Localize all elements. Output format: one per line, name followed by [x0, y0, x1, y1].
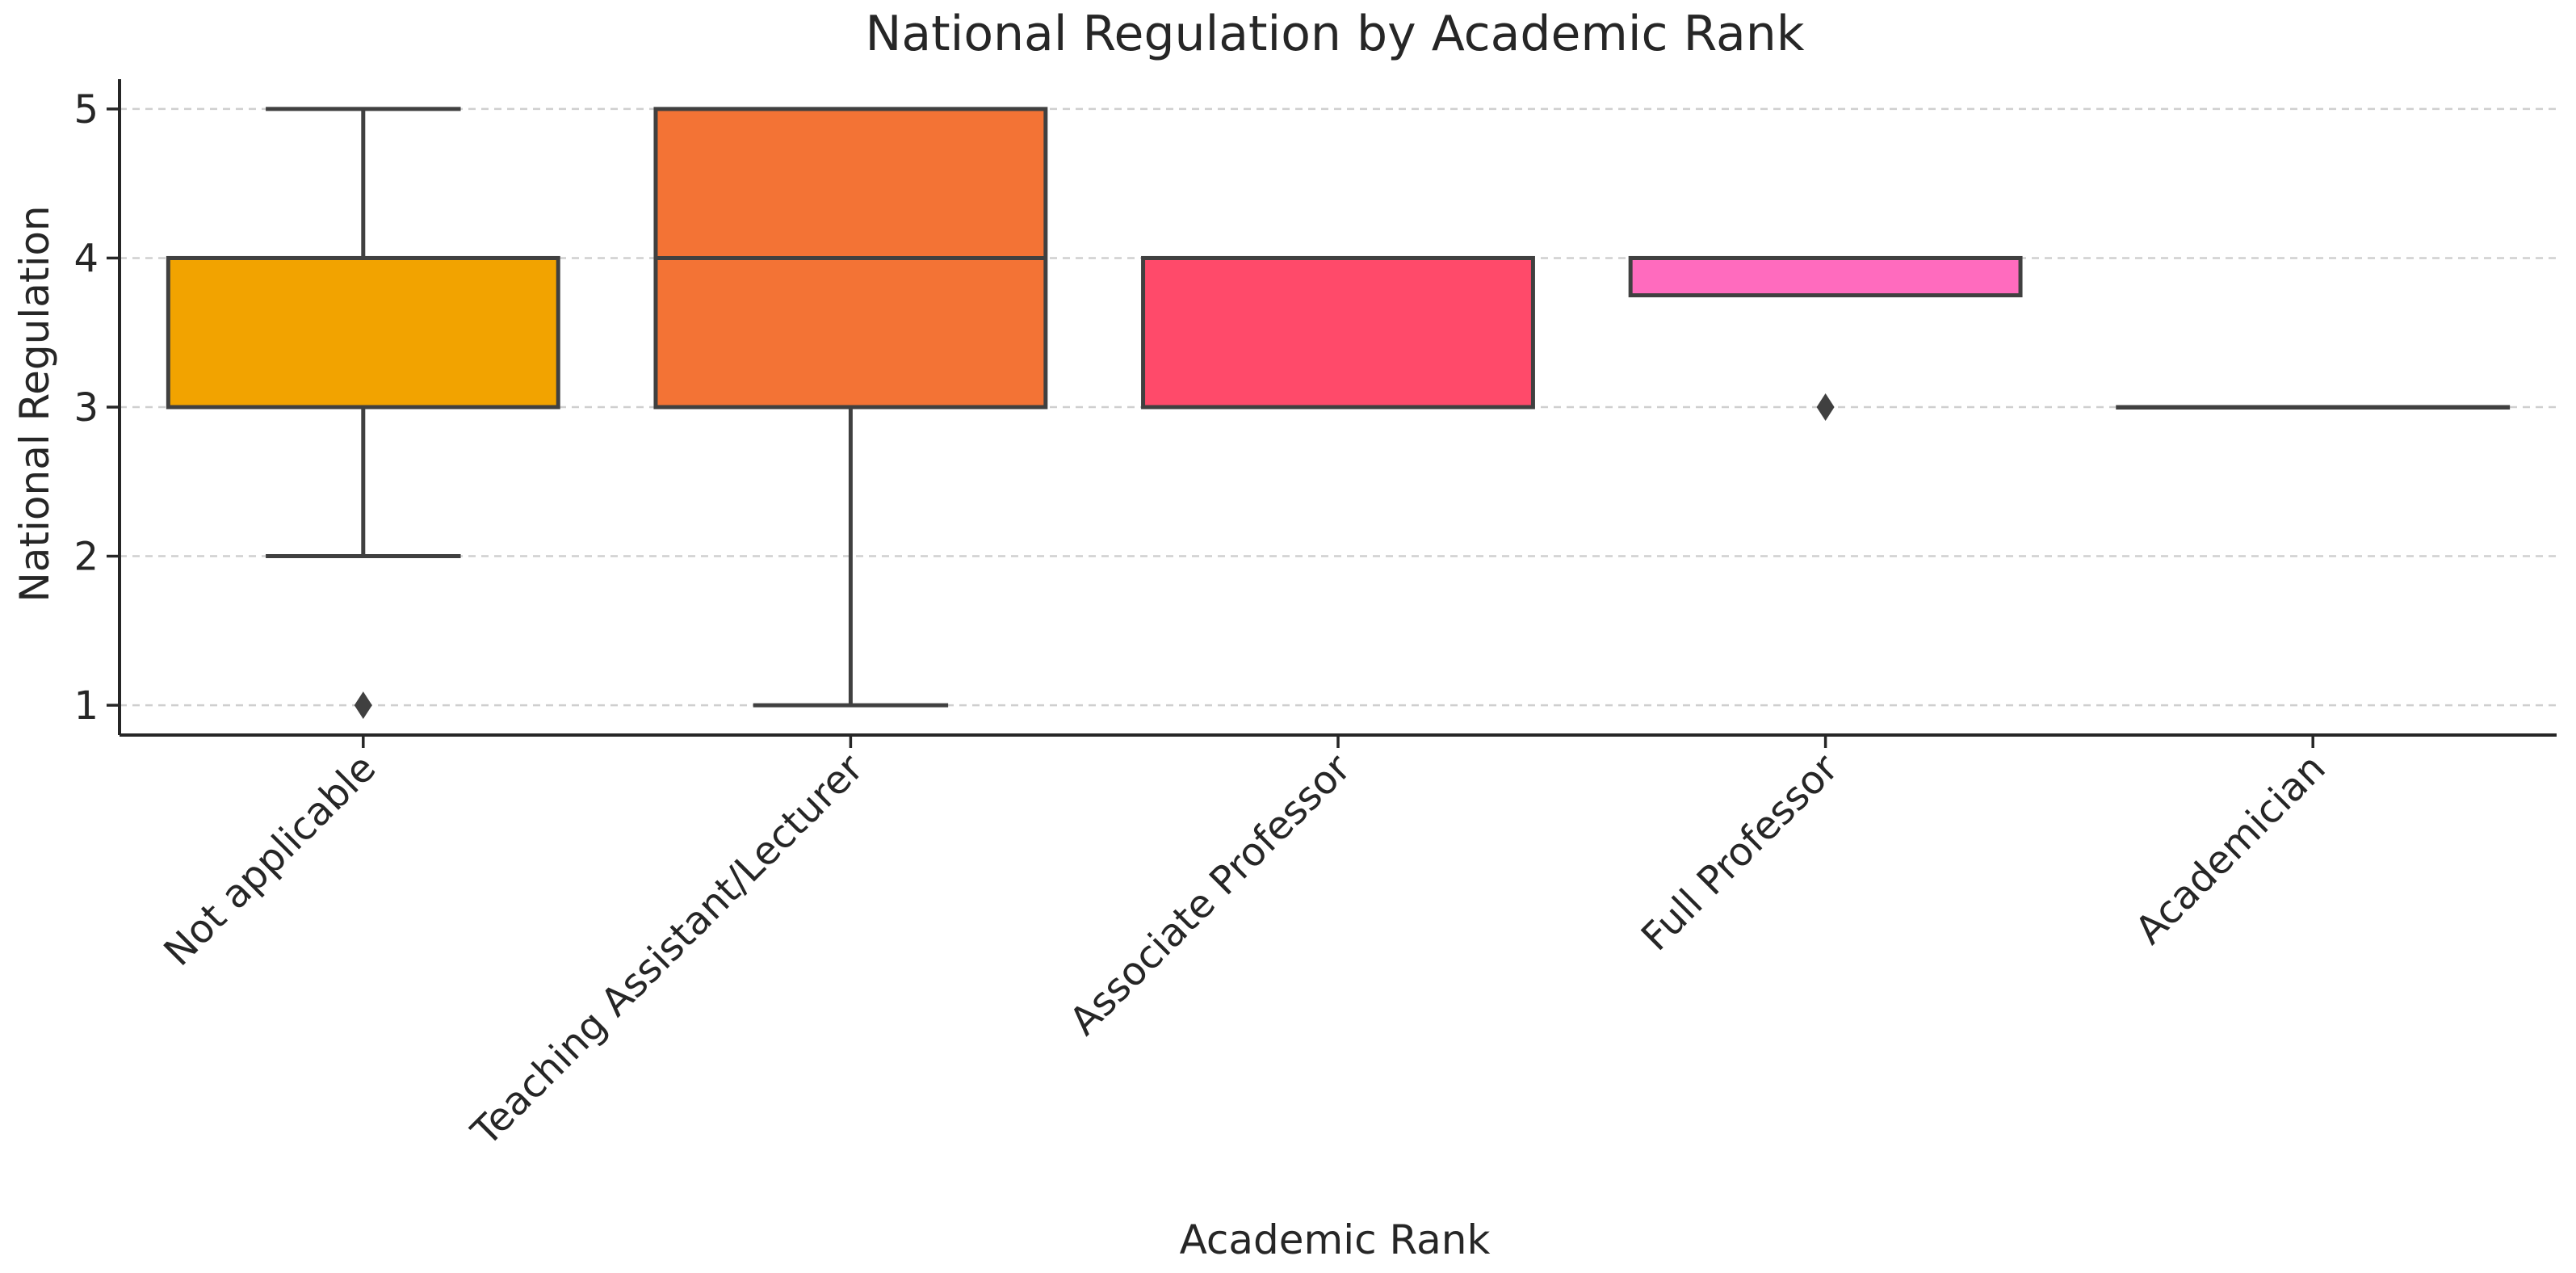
- boxes: [166, 107, 2511, 720]
- outlier-point: [354, 691, 372, 720]
- outlier-point: [1816, 393, 1835, 421]
- box-group: [166, 107, 560, 720]
- y-tick-label: 1: [73, 683, 99, 729]
- box-group: [653, 107, 1048, 708]
- iqr-box: [1141, 255, 1535, 410]
- x-tick-label: Teaching Assistant/Lecturer: [463, 746, 872, 1155]
- iqr-box: [1628, 255, 2023, 298]
- x-tick-label: Academician: [2127, 746, 2335, 953]
- y-tick-label: 4: [73, 236, 99, 281]
- chart-title: National Regulation by Academic Rank: [865, 6, 1804, 62]
- box-group: [2116, 405, 2511, 410]
- x-tick-label: Full Professor: [1633, 746, 1847, 960]
- box-group: [1141, 255, 1535, 410]
- y-tick-label: 2: [73, 535, 99, 580]
- x-tick-label: Associate Professor: [1061, 746, 1360, 1044]
- x-axis-label: Academic Rank: [1180, 1216, 1491, 1263]
- axes: 1 2 3 4 5 Not applicable Teaching Assistant/Le…: [73, 79, 2557, 1155]
- y-tick-label: 3: [73, 385, 99, 431]
- y-axis-label: National Regulation: [11, 205, 58, 602]
- y-tick-label: 5: [73, 87, 99, 132]
- x-tick-label: Not applicable: [155, 746, 384, 975]
- box-group: [1628, 255, 2023, 421]
- iqr-box: [166, 255, 560, 410]
